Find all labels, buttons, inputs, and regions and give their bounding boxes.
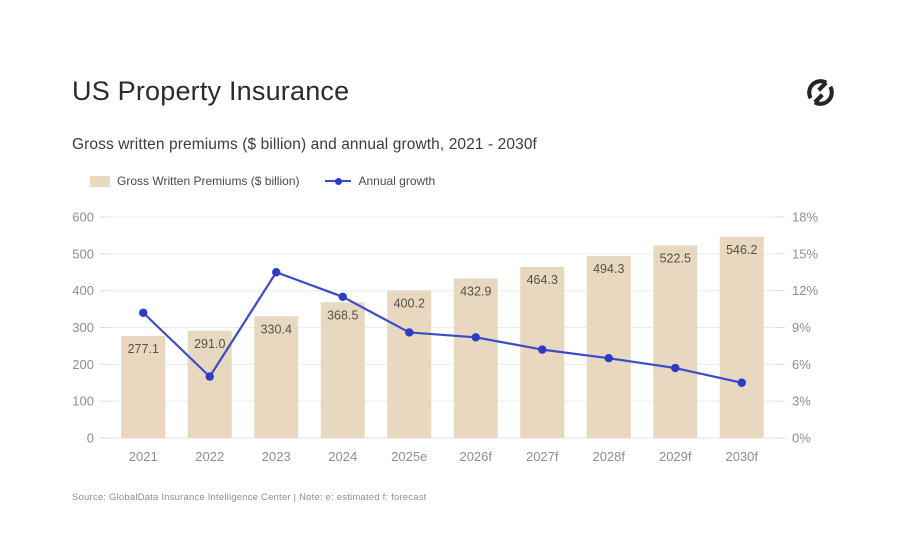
bar-2030f	[719, 236, 764, 438]
bar-value-label: 432.9	[460, 285, 491, 299]
bar-value-label: 522.5	[660, 252, 691, 266]
combo-chart: 0 0% 100 3% 200 6% 300 9% 400 12% 500 15% 600 18% 277.…	[72, 210, 818, 465]
right-axis-tick-label: 15%	[792, 246, 818, 261]
logo-arc-bottom-right	[813, 85, 834, 106]
bar-2022	[187, 330, 232, 438]
left-axis-tick-label: 600	[72, 210, 94, 225]
logo-hook-1	[817, 81, 828, 92]
growth-point-2021	[139, 308, 148, 317]
growth-point-2025e	[405, 328, 414, 337]
bar-value-label: 546.2	[726, 243, 757, 257]
legend-label-growth: Annual growth	[358, 174, 436, 188]
x-axis-label-2028f: 2028f	[592, 449, 625, 464]
x-axis-label-2030f: 2030f	[725, 449, 758, 464]
right-axis-tick-label: 6%	[792, 357, 811, 372]
right-axis-tick-label: 3%	[792, 394, 811, 409]
left-axis-tick-label: 500	[72, 246, 94, 261]
x-axis-label-2022: 2022	[195, 449, 224, 464]
x-axis-label-2027f: 2027f	[526, 449, 559, 464]
bar-2028f	[586, 255, 631, 438]
left-axis-tick-label: 400	[72, 283, 94, 298]
chart-area: 0 0% 100 3% 200 6% 300 9% 400 12% 500 15% 600 18% 277.…	[64, 198, 844, 488]
legend-item-premiums: Gross Written Premiums ($ billion)	[90, 174, 299, 188]
bar-value-label: 330.4	[261, 322, 292, 336]
bar-value-label: 400.2	[394, 297, 425, 311]
line-dot-icon	[325, 177, 352, 185]
chart-subtitle: Gross written premiums ($ billion) and a…	[72, 136, 537, 153]
bar-2024	[320, 302, 365, 438]
growth-point-2022	[205, 372, 214, 381]
bar-value-label: 277.1	[128, 342, 159, 356]
growth-point-2024	[338, 292, 347, 302]
legend-label-premiums: Gross Written Premiums ($ billion)	[117, 174, 300, 188]
x-axis-label-2024: 2024	[328, 449, 357, 464]
bar-2021	[121, 335, 166, 438]
bar-value-label: 368.5	[327, 308, 358, 322]
growth-point-2030f	[737, 378, 746, 387]
page-title: US Property Insurance	[72, 76, 350, 106]
bar-2026f	[453, 278, 498, 438]
bar-value-label: 291.0	[194, 337, 225, 351]
bar-swatch-icon	[90, 175, 110, 187]
bar-value-label: 494.3	[593, 262, 624, 276]
source-note: Source: GlobalData Insurance Intelligenc…	[72, 492, 427, 503]
x-axis-label-2025e: 2025e	[391, 449, 427, 464]
left-axis-tick-label: 0	[87, 431, 94, 446]
legend-item-growth: Annual growth	[325, 174, 435, 188]
x-axis-label-2023: 2023	[262, 449, 291, 464]
right-axis-tick-label: 12%	[792, 283, 818, 298]
bar-2023	[254, 316, 299, 438]
growth-point-2028f	[604, 353, 613, 363]
right-axis-tick-label: 0%	[792, 431, 811, 446]
right-axis-tick-label: 18%	[792, 210, 818, 225]
x-axis-label-2021: 2021	[129, 449, 158, 464]
left-axis-tick-label: 200	[72, 357, 94, 372]
bar-2025e	[387, 290, 432, 438]
logo-arc-top-left	[807, 79, 828, 100]
growth-point-2029f	[671, 363, 680, 373]
growth-point-2027f	[538, 345, 547, 354]
x-axis-label-2029f: 2029f	[659, 449, 692, 464]
right-axis-tick-label: 9%	[792, 320, 811, 335]
globaldata-logo-icon	[807, 79, 834, 106]
growth-point-2026f	[471, 333, 480, 342]
logo-hook-2	[813, 93, 824, 104]
growth-point-2023	[272, 268, 281, 277]
x-axis-label-2026f: 2026f	[459, 449, 492, 464]
bar-2029f	[653, 245, 698, 438]
bar-value-label: 464.3	[527, 273, 558, 287]
left-axis-tick-label: 300	[72, 320, 94, 335]
chart-legend: Gross Written Premiums ($ billion) Annua…	[90, 174, 435, 188]
left-axis-tick-label: 100	[72, 394, 94, 409]
annual-growth-line	[142, 271, 742, 384]
